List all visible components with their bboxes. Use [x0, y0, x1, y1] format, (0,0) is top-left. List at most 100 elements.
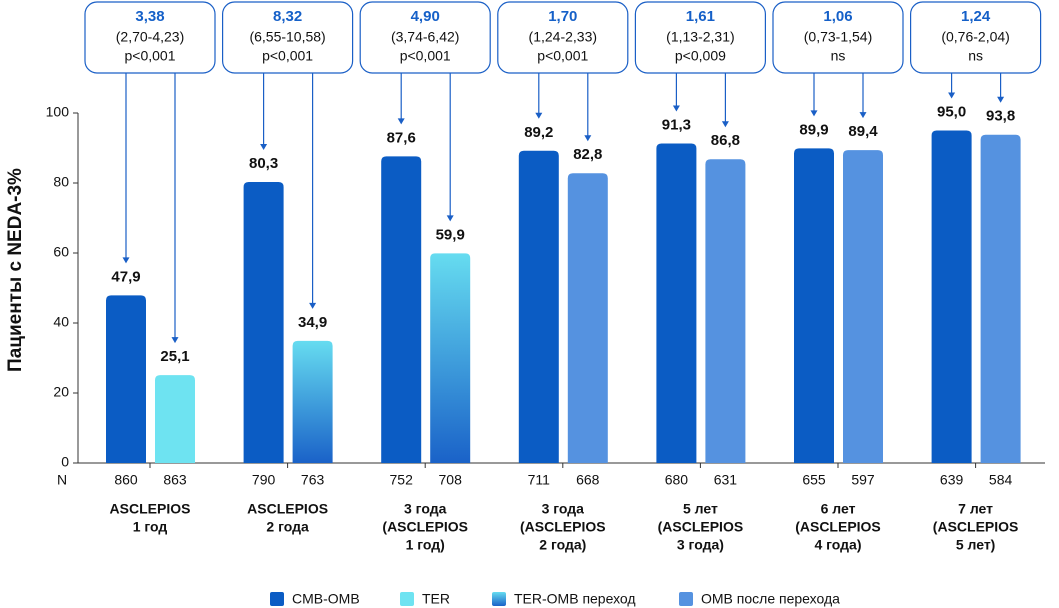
value-label: 91,3	[662, 116, 691, 133]
n-value: 752	[390, 472, 414, 488]
annotation-box	[772, 1, 904, 74]
n-value: 631	[714, 472, 738, 488]
arrow-head	[721, 121, 729, 128]
n-value: 639	[940, 472, 964, 488]
category-label: ASCLEPIOS	[110, 501, 191, 517]
y-axis-label: Пациенты с NEDA-3%	[5, 168, 26, 372]
bar	[656, 143, 697, 463]
annotation-hr: 1,24	[961, 8, 991, 25]
n-value: 711	[528, 472, 551, 488]
annotation-p: p<0,009	[675, 48, 726, 64]
legend-swatch	[679, 592, 693, 606]
arrow-head	[535, 112, 543, 119]
arrow-head	[584, 135, 592, 142]
category-label: ASCLEPIOS	[247, 501, 328, 517]
y-tick-label: 20	[53, 384, 69, 400]
category-label: 1 год	[133, 519, 168, 535]
n-value: 597	[851, 472, 875, 488]
category-label: (ASCLEPIOS	[933, 519, 1019, 535]
category-label: 4 года)	[814, 537, 861, 553]
n-label: N	[57, 472, 67, 488]
annotation-p: ns	[831, 48, 846, 64]
annotation-hr: 1,61	[686, 8, 715, 25]
arrow-head	[397, 118, 405, 125]
legend-swatch	[270, 592, 284, 606]
bar	[106, 295, 146, 463]
bar	[931, 130, 972, 463]
annotation-hr: 1,70	[548, 8, 577, 25]
legend-label: OMB после перехода	[701, 591, 840, 607]
category-label: 7 лет	[958, 501, 993, 517]
annotation-box	[497, 1, 629, 74]
n-value: 708	[439, 472, 463, 488]
annotation-p: ns	[968, 48, 983, 64]
legend-label: TER	[422, 591, 450, 607]
legend-swatch	[492, 592, 506, 606]
value-label: 86,8	[711, 132, 740, 149]
n-value: 863	[163, 472, 187, 488]
legend-swatch	[400, 592, 414, 606]
bar	[381, 156, 422, 463]
value-label: 82,8	[573, 146, 602, 163]
annotation-box	[222, 1, 354, 74]
n-value: 668	[576, 472, 600, 488]
legend-label: CMB-OMB	[292, 591, 360, 607]
bar	[518, 150, 559, 464]
value-label: 89,2	[524, 124, 553, 141]
bar	[705, 159, 746, 463]
value-label: 34,9	[298, 314, 327, 331]
arrow-head	[997, 96, 1005, 103]
legend-label: TER-OMB переход	[514, 591, 636, 607]
category-label: 2 года)	[539, 537, 586, 553]
bar	[430, 253, 471, 463]
bar	[567, 173, 608, 463]
value-label: 80,3	[249, 155, 278, 172]
annotation-ci: (3,74-6,42)	[391, 29, 459, 45]
value-label: 25,1	[160, 348, 189, 365]
category-label: 3 года)	[677, 537, 724, 553]
annotation-box	[909, 1, 1042, 74]
value-label: 89,4	[848, 123, 878, 140]
arrow-head	[446, 215, 454, 222]
value-label: 89,9	[799, 121, 828, 138]
n-value: 584	[989, 472, 1013, 488]
annotation-hr: 3,38	[135, 8, 164, 25]
annotation-p: p<0,001	[400, 48, 451, 64]
arrow-head	[309, 302, 317, 309]
category-label: 1 год)	[406, 537, 445, 553]
category-label: 5 лет	[683, 501, 718, 517]
arrow-head	[859, 112, 867, 119]
category-label: 6 лет	[821, 501, 856, 517]
annotation-p: p<0,001	[537, 48, 588, 64]
n-value: 655	[802, 472, 826, 488]
annotation-ci: (1,13-2,31)	[666, 29, 734, 45]
annotation-hr: 8,32	[273, 8, 302, 25]
n-value: 860	[114, 472, 138, 488]
n-value: 680	[665, 472, 689, 488]
value-label: 87,6	[387, 129, 416, 146]
y-tick-label: 80	[53, 174, 69, 190]
arrow-head	[122, 257, 130, 264]
arrow-head	[672, 105, 680, 112]
arrow-head	[171, 337, 179, 344]
annotation-box	[84, 1, 216, 74]
annotation-ci: (1,24-2,33)	[529, 29, 597, 45]
y-tick-label: 60	[53, 244, 69, 260]
y-tick-label: 100	[46, 104, 70, 120]
annotation-p: p<0,001	[125, 48, 176, 64]
n-value: 790	[252, 472, 276, 488]
bar	[843, 150, 883, 463]
bar	[980, 134, 1021, 463]
category-label: (ASCLEPIOS	[520, 519, 606, 535]
bar	[292, 340, 333, 463]
category-label: (ASCLEPIOS	[382, 519, 468, 535]
category-label: 3 года	[542, 501, 585, 517]
category-label: (ASCLEPIOS	[658, 519, 744, 535]
value-label: 93,8	[986, 108, 1015, 125]
y-tick-label: 0	[61, 454, 69, 470]
bar	[243, 181, 284, 463]
arrow-head	[260, 143, 268, 150]
category-label: (ASCLEPIOS	[795, 519, 881, 535]
n-value: 763	[301, 472, 325, 488]
